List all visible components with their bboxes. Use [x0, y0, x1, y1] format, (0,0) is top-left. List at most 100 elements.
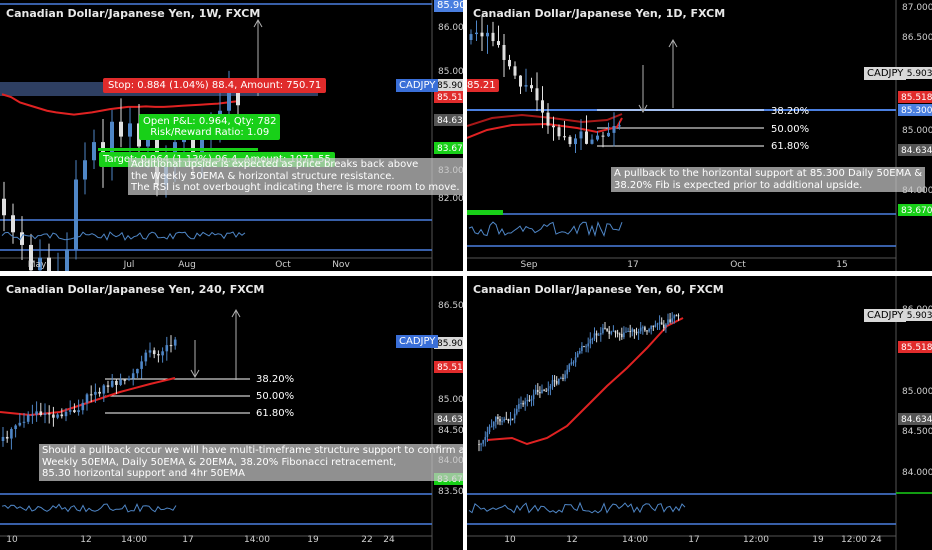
- candle-body: [535, 88, 539, 101]
- daily-chart-canvas[interactable]: 87.00086.50085.00084.00085.90385.51885.3…: [467, 0, 932, 271]
- open-pnl-label: Open P&L: 0.964, Qty: 782 Risk/Reward Ra…: [139, 114, 281, 140]
- price-tag-stop-bg: [434, 114, 463, 126]
- candle-body: [590, 139, 594, 144]
- price-tag-stop: 84.634: [437, 116, 463, 126]
- price-tick-label: 86.000: [438, 23, 463, 33]
- chart-title: Canadian Dollar/Japanese Yen, 1W, FXCM: [6, 7, 261, 20]
- candle-body: [593, 333, 596, 339]
- candle-body: [585, 131, 588, 144]
- price-tag-ema-bg: [898, 341, 932, 353]
- candle-body: [639, 327, 642, 332]
- candle-body: [516, 408, 518, 414]
- price-tag-target: 83.670: [437, 144, 463, 154]
- candle-body: [492, 421, 495, 427]
- candle-body: [560, 377, 562, 379]
- candle-body: [579, 131, 583, 139]
- candle-body: [115, 380, 118, 385]
- price-tag-ema-bg: [434, 361, 463, 373]
- candle-body: [606, 328, 608, 331]
- fib-level-50: 50.00%: [256, 391, 295, 402]
- weekly-50ema-line: [1, 93, 237, 116]
- h4-chart-pane[interactable]: 86.50085.00084.50084.00083.50085.90385.5…: [0, 276, 463, 550]
- candle-body: [94, 391, 97, 395]
- candle-body: [478, 444, 480, 445]
- price-tag-ema: 85.518: [437, 93, 463, 103]
- fib-level-38: 38.20%: [256, 374, 295, 385]
- candle-body: [152, 350, 156, 355]
- candle-body: [74, 179, 78, 250]
- candle-body: [541, 389, 543, 394]
- price-tag-cadjpy: 85.903: [437, 339, 463, 349]
- candle-body: [119, 121, 123, 137]
- price-tag-target-bg: [434, 142, 463, 154]
- price-tag-ema-bg: [434, 91, 463, 103]
- candle-body: [621, 334, 623, 338]
- candle-body: [552, 125, 555, 128]
- candle-body: [83, 160, 87, 180]
- candle-body: [73, 410, 76, 413]
- candle-body: [482, 440, 484, 444]
- ticker-tag: CADJPY: [864, 309, 907, 322]
- candle-body: [667, 319, 669, 325]
- candle-body: [528, 399, 531, 401]
- ticker-tag: CADJPY: [396, 335, 439, 348]
- candle-body: [486, 432, 489, 437]
- candle-body: [110, 380, 114, 387]
- candle-body: [589, 339, 592, 344]
- h1-chart-canvas[interactable]: 86.00085.00084.50084.00085.90385.51884.6…: [467, 276, 932, 550]
- candle-body: [652, 325, 655, 327]
- candle-body: [642, 327, 644, 329]
- candle-body: [585, 346, 587, 348]
- candle-body: [123, 379, 127, 381]
- candle-body: [20, 232, 24, 245]
- time-tick-label: 10: [504, 535, 516, 545]
- candle-body: [157, 354, 160, 356]
- candle-body: [524, 85, 528, 87]
- price-tag-target: 83.670: [901, 206, 932, 216]
- candle-body: [629, 331, 631, 333]
- candle-body: [64, 411, 68, 417]
- candle-body: [665, 324, 667, 328]
- daily-chart-pane[interactable]: 87.00086.50085.00084.00085.90385.51885.3…: [467, 0, 932, 271]
- candle-body: [490, 426, 493, 428]
- time-tick-label: 12: [80, 535, 91, 545]
- time-tick-label: 12: [566, 535, 577, 545]
- candle-body: [562, 377, 564, 379]
- candle-body: [530, 399, 533, 401]
- weekly-chart-pane[interactable]: 87.00086.00085.00084.00083.00082.00085.9…: [0, 0, 463, 271]
- candle-body: [591, 338, 594, 340]
- h4-50ema-line: [0, 377, 176, 417]
- candle-body: [39, 411, 43, 415]
- price-tag-target-bg: [898, 204, 932, 216]
- price-tag-stop-bg: [434, 413, 463, 425]
- price-tag-stop-bg: [898, 144, 932, 156]
- candle-body: [583, 345, 585, 347]
- candle-body: [503, 418, 505, 422]
- candle-body: [618, 333, 621, 335]
- candle-body: [35, 411, 38, 415]
- fib-level-50: 50.00%: [771, 124, 810, 135]
- candle-body: [148, 350, 152, 353]
- fib-level-38: 38.20%: [771, 106, 810, 117]
- h1-chart-pane[interactable]: 86.00085.00084.50084.00085.90385.51884.6…: [467, 276, 932, 550]
- candle-body: [89, 394, 93, 396]
- candle-body: [119, 379, 122, 385]
- candle-body: [568, 136, 572, 145]
- stop-loss-label: Stop: 0.884 (1.04%) 88.4, Amount: 750.71: [103, 78, 327, 93]
- candle-body: [191, 130, 195, 158]
- price-tag-stop: 84.634: [901, 415, 932, 425]
- price-tick-label: 85.000: [438, 395, 463, 405]
- red-price-tag: 85.21: [467, 79, 499, 92]
- candle-body: [169, 345, 173, 347]
- pullback-arrow-head: [638, 104, 648, 114]
- h4-chart-canvas[interactable]: 86.50085.00084.50084.00083.50085.90385.5…: [0, 276, 463, 550]
- candle-body: [519, 75, 522, 87]
- candle-body: [658, 322, 661, 324]
- candle-body: [600, 333, 602, 335]
- candle-body: [505, 418, 508, 420]
- weekly-rsi-line: [1, 231, 246, 241]
- price-tag-stop: 84.634: [901, 146, 932, 156]
- candle-body: [488, 426, 491, 433]
- candle-body: [29, 244, 33, 271]
- candle-body: [532, 394, 535, 400]
